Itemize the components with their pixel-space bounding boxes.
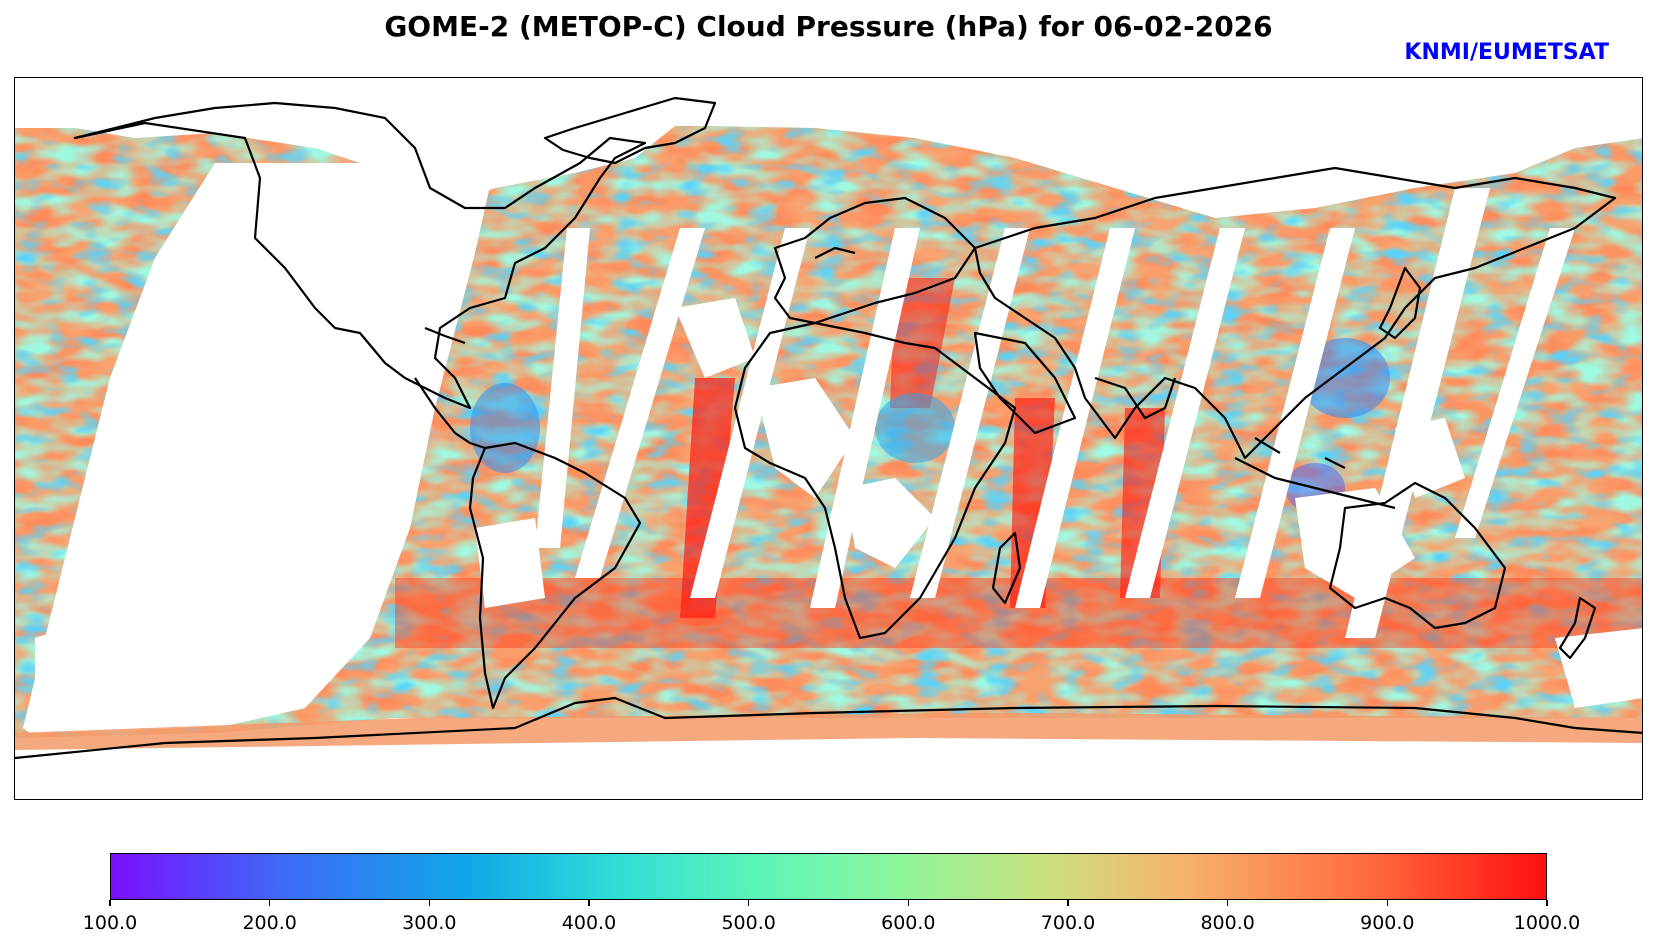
coast-central-america — [414, 377, 486, 450]
cloud-pressure-map — [15, 78, 1642, 799]
data-gaps — [15, 78, 1642, 799]
colorbar-tick-label: 800.0 — [1200, 912, 1255, 934]
coast-asia — [973, 166, 1617, 460]
coast-south-america — [468, 441, 642, 710]
coast-indonesia — [1234, 437, 1396, 510]
chart-title: GOME-2 (METOP-C) Cloud Pressure (hPa) fo… — [384, 10, 1273, 43]
colorbar-ticks: 100.0 200.0 300.0 400.0 500.0 600.0 700.… — [83, 900, 1580, 934]
coast-europe — [773, 196, 977, 325]
coast-arabia — [973, 331, 1077, 435]
coast-north-america — [73, 101, 647, 410]
colorbar-tick-label: 900.0 — [1360, 912, 1415, 934]
coast-africa — [733, 321, 1017, 640]
colorbar-tick-label: 1000.0 — [1513, 912, 1581, 934]
coast-madagascar — [991, 531, 1022, 605]
map-panel — [14, 77, 1643, 800]
colorbar-tick-label: 600.0 — [881, 912, 936, 934]
colorbar-tick-label: 300.0 — [402, 912, 457, 934]
coast-antarctica — [15, 696, 1642, 760]
colorbar-tick-label: 400.0 — [561, 912, 617, 934]
coast-australia — [1328, 481, 1507, 630]
coast-new-zealand — [1558, 596, 1597, 660]
coastlines — [15, 96, 1642, 760]
colorbar — [110, 853, 1547, 900]
coast-india — [1094, 376, 1177, 420]
antarctic-edge-data — [15, 713, 1642, 750]
colorbar-tick-label: 100.0 — [82, 912, 138, 934]
colorbar-tick-label: 500.0 — [721, 912, 776, 934]
coast-japan — [1378, 266, 1422, 340]
coast-greenland — [543, 96, 717, 165]
colorbar-tick-label: 200.0 — [242, 912, 297, 934]
credit-label: KNMI/EUMETSAT — [1404, 40, 1609, 65]
colorbar-tick-label: 700.0 — [1040, 912, 1096, 934]
